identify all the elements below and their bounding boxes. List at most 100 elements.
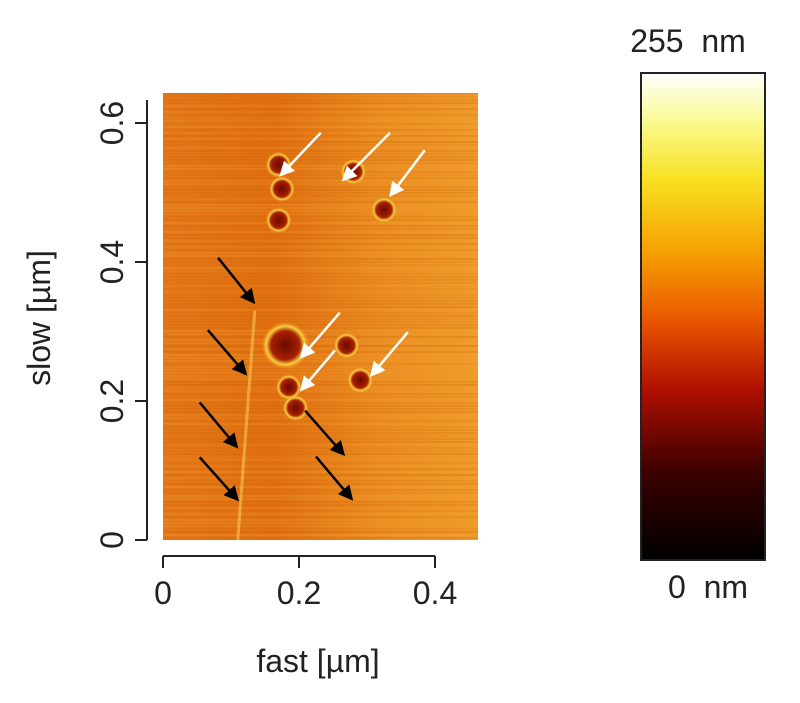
- colorbar: 255 nm 0 nm: [630, 23, 766, 605]
- afm-image: [163, 93, 478, 540]
- scan-line: [163, 351, 478, 353]
- scan-line: [163, 309, 478, 311]
- scan-line: [163, 93, 478, 95]
- scan-line: [163, 288, 478, 290]
- scan-line: [163, 210, 478, 212]
- scan-line: [163, 321, 478, 323]
- scan-line: [163, 447, 478, 449]
- scan-line: [163, 282, 478, 284]
- scan-line: [163, 492, 478, 494]
- scan-line: [163, 405, 478, 407]
- y-tick-label: 0.4: [94, 240, 130, 284]
- scan-line: [163, 396, 478, 398]
- x-tick-label: 0.4: [413, 575, 457, 611]
- surface-pit: [282, 394, 309, 421]
- surface-pit: [265, 207, 292, 234]
- scan-line: [163, 453, 478, 455]
- scan-line: [163, 153, 478, 155]
- y-tick-label: 0.2: [94, 379, 130, 423]
- scan-line: [163, 168, 478, 170]
- black-arrow: [198, 456, 240, 502]
- white-arrow: [341, 131, 392, 182]
- scan-line: [163, 339, 478, 341]
- scan-line: [163, 330, 478, 332]
- scan-line: [163, 177, 478, 179]
- surface-pit: [371, 196, 397, 223]
- scan-line: [163, 402, 478, 404]
- scan-line: [163, 486, 478, 488]
- scan-line: [163, 531, 478, 533]
- scan-line: [163, 360, 478, 362]
- scan-line: [163, 306, 478, 308]
- scan-line: [163, 219, 478, 221]
- y-axis-label: slow [µm]: [21, 250, 57, 386]
- scan-line: [163, 240, 478, 242]
- scan-line: [163, 342, 478, 344]
- scan-line: [163, 138, 478, 140]
- scan-line: [163, 129, 478, 131]
- scan-line: [163, 477, 478, 479]
- scan-line: [163, 414, 478, 416]
- scan-line: [163, 420, 478, 422]
- white-arrow: [279, 131, 322, 177]
- surface-pit: [261, 321, 310, 370]
- scan-line: [163, 279, 478, 281]
- scan-line: [163, 363, 478, 365]
- black-arrow: [304, 409, 346, 457]
- scan-line: [163, 186, 478, 188]
- scan-line: [163, 249, 478, 251]
- axes: 0 0.2 0.4 0.6 0 0.2 0.4 fast [µm] slow [µm]: [21, 100, 457, 679]
- scan-line: [163, 270, 478, 272]
- scan-line: [163, 120, 478, 122]
- scan-line: [163, 183, 478, 185]
- scan-line: [163, 114, 478, 116]
- surface-pit: [340, 158, 367, 185]
- scan-line: [163, 156, 478, 158]
- scan-line: [163, 189, 478, 191]
- scan-line: [163, 390, 478, 392]
- scan-line: [163, 525, 478, 527]
- scan-line: [163, 111, 478, 113]
- scan-line: [163, 123, 478, 125]
- step-edge: [236, 310, 257, 540]
- scan-line: [163, 243, 478, 245]
- scan-line: [163, 444, 478, 446]
- white-arrow: [389, 149, 426, 198]
- scan-line: [163, 195, 478, 197]
- scan-line: [163, 432, 478, 434]
- scan-line: [163, 147, 478, 149]
- scan-line: [163, 165, 478, 167]
- white-arrow: [369, 331, 409, 378]
- black-arrow: [206, 329, 248, 376]
- scan-line: [163, 231, 478, 233]
- scan-line: [163, 468, 478, 470]
- white-arrow: [299, 349, 336, 392]
- scan-line: [163, 378, 478, 380]
- scan-line: [163, 480, 478, 482]
- scan-line: [163, 357, 478, 359]
- scan-line: [163, 117, 478, 119]
- scan-line: [163, 528, 478, 530]
- scan-line: [163, 246, 478, 248]
- scan-line: [163, 327, 478, 329]
- scan-line: [163, 471, 478, 473]
- scan-line: [163, 162, 478, 164]
- y-tick-label: 0: [94, 531, 130, 549]
- scan-line: [163, 537, 478, 539]
- scan-line: [163, 303, 478, 305]
- scan-line: [163, 369, 478, 371]
- scan-line: [163, 213, 478, 215]
- scan-line: [163, 144, 478, 146]
- scan-line: [163, 174, 478, 176]
- scan-line: [163, 465, 478, 467]
- scan-line: [163, 441, 478, 443]
- scan-line: [163, 96, 478, 98]
- scan-line: [163, 294, 478, 296]
- scan-line: [163, 510, 478, 512]
- scan-line: [163, 312, 478, 314]
- scan-line: [163, 417, 478, 419]
- scan-line: [163, 384, 478, 386]
- scan-line: [163, 489, 478, 491]
- surface-pit: [275, 374, 302, 401]
